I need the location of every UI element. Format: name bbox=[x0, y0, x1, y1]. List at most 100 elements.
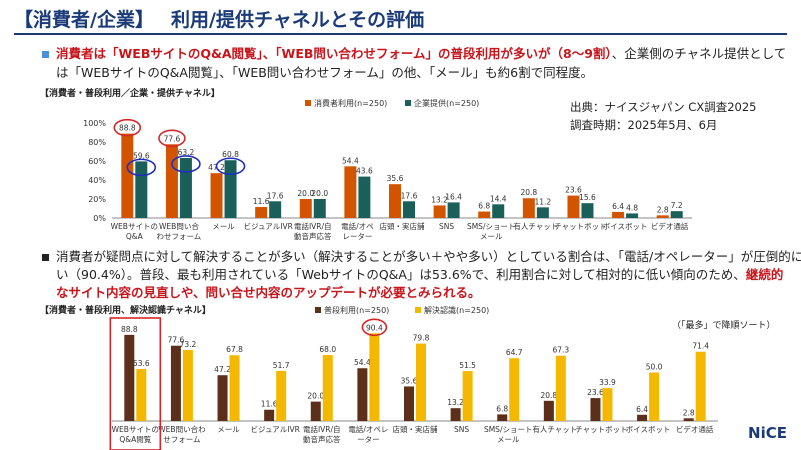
data-label: 71.4 bbox=[692, 342, 709, 351]
x-tick-label: 店頭・実店舗 bbox=[380, 221, 425, 231]
bar bbox=[165, 144, 178, 218]
y-tick-label: 80% bbox=[88, 138, 106, 147]
x-tick-label: せフォーム bbox=[163, 435, 200, 444]
bar bbox=[264, 409, 275, 421]
para2-line2-red: 継続的 bbox=[745, 267, 784, 282]
data-label: 11.6 bbox=[253, 197, 270, 206]
x-tick-label: メール bbox=[480, 232, 503, 241]
para1-tail: 、企業側のチャネル提供として bbox=[611, 46, 787, 61]
bar bbox=[447, 202, 460, 218]
x-tick-label: SNS bbox=[454, 425, 469, 434]
bar bbox=[522, 198, 535, 218]
para2-line2: い（90.4%）。普段、最も利用されている「WebサイトのQ&A」は53.6%で… bbox=[56, 266, 783, 284]
x-tick-label: 電話/オペレ bbox=[348, 424, 388, 434]
data-label: 2.8 bbox=[657, 205, 669, 214]
data-label: 43.6 bbox=[356, 167, 373, 176]
x-tick-label: 動音声応答 bbox=[303, 434, 341, 444]
highlight-circle-blue bbox=[215, 157, 246, 176]
chart1-subtitle: 【消費者・普段利用／企業・提供チャネル】 bbox=[40, 89, 220, 99]
data-label: 88.8 bbox=[119, 124, 136, 133]
source-line1: 出典：ナイスジャパン CX調査2025 bbox=[570, 100, 757, 114]
data-label: 6.8 bbox=[496, 404, 508, 413]
bar bbox=[229, 355, 240, 421]
data-label: 54.4 bbox=[354, 358, 371, 367]
x-tick-label: 電話/オペ bbox=[341, 221, 374, 231]
para1-line2: は「WEBサイトのQ&A閲覧」、「WEB問い合わせフォーム」の他、「メール」も約… bbox=[56, 65, 594, 80]
x-tick-label: ボイスボット bbox=[626, 425, 671, 434]
bullet-2 bbox=[42, 254, 49, 261]
data-label: 63.2 bbox=[178, 148, 195, 157]
data-label: 13.2 bbox=[431, 195, 448, 204]
highlight-circle-blue bbox=[126, 158, 157, 177]
x-tick-label: ビジュアルIVR bbox=[243, 222, 292, 231]
data-label: 64.7 bbox=[506, 348, 523, 357]
bar bbox=[433, 205, 446, 218]
bar bbox=[299, 199, 312, 218]
x-tick-label: WEBサイトの bbox=[112, 425, 159, 434]
bar bbox=[179, 157, 192, 218]
data-label: 59.6 bbox=[133, 151, 150, 160]
bar bbox=[136, 369, 147, 421]
data-label: 20.8 bbox=[520, 188, 537, 197]
y-tick-label: 100% bbox=[83, 119, 106, 128]
bar bbox=[276, 370, 287, 421]
data-label: 11.2 bbox=[534, 197, 551, 206]
data-label: 53.6 bbox=[133, 359, 150, 368]
data-label: 54.4 bbox=[342, 156, 359, 165]
bar bbox=[255, 206, 268, 218]
bar bbox=[555, 355, 566, 421]
bar bbox=[344, 166, 357, 218]
data-label: 35.6 bbox=[401, 376, 418, 385]
bar bbox=[121, 133, 134, 218]
bar bbox=[683, 418, 694, 421]
x-tick-label: ビデオ通話 bbox=[676, 424, 714, 434]
bar bbox=[450, 408, 461, 421]
bar bbox=[637, 414, 648, 421]
data-label: 67.3 bbox=[552, 346, 569, 355]
data-label: 33.9 bbox=[599, 378, 616, 387]
data-label: 68.0 bbox=[319, 345, 336, 354]
x-tick-label: ビデオ通話 bbox=[651, 221, 689, 231]
bar bbox=[182, 349, 193, 421]
data-label: 47.2 bbox=[214, 365, 231, 374]
x-tick-label: SMS/ショート bbox=[467, 222, 516, 231]
x-tick-label: ビジュアルIVR bbox=[250, 425, 299, 434]
bar bbox=[590, 398, 601, 421]
x-tick-label: レーター bbox=[342, 232, 372, 241]
bar bbox=[543, 400, 554, 421]
bar bbox=[269, 201, 282, 218]
data-label: 17.6 bbox=[267, 191, 284, 200]
y-tick-label: 60% bbox=[88, 157, 106, 166]
data-label: 67.8 bbox=[226, 345, 243, 354]
page-title-bracket: 【消費者/企業】 bbox=[14, 9, 154, 31]
bullet-1 bbox=[42, 51, 49, 58]
bar bbox=[602, 388, 613, 421]
bar bbox=[581, 203, 594, 218]
legend-swatch bbox=[305, 100, 311, 106]
legend-label: 企業提供(n=250) bbox=[414, 98, 479, 108]
data-label: 15.6 bbox=[579, 193, 596, 202]
x-tick-label: 動音声応答 bbox=[294, 231, 332, 241]
para2-line2-a: い（90.4%）。普段、最も利用されている「WebサイトのQ&A」は53.6%で… bbox=[56, 267, 746, 282]
x-tick-label: メール bbox=[497, 435, 520, 444]
data-label: 6.4 bbox=[636, 405, 648, 414]
nice-logo: NiCE bbox=[748, 424, 787, 442]
x-tick-label: WEB問い合わ bbox=[158, 424, 205, 434]
legend-label: 消費者利用(n=250) bbox=[314, 98, 387, 108]
x-tick-label: チャットボット bbox=[575, 425, 627, 434]
x-tick-label: 有人チャット bbox=[532, 424, 577, 434]
highlight-circle-red bbox=[361, 318, 388, 337]
data-label: 79.8 bbox=[413, 334, 430, 343]
bar bbox=[403, 201, 415, 218]
x-tick-label: ボイスボット bbox=[603, 222, 648, 231]
bar bbox=[478, 211, 491, 218]
data-label: 13.2 bbox=[447, 398, 464, 407]
data-label: 6.4 bbox=[612, 202, 624, 211]
data-label: 88.8 bbox=[121, 325, 138, 334]
data-label: 20.0 bbox=[311, 189, 328, 198]
source-line2: 調査時期：2025年5月、6月 bbox=[570, 118, 718, 132]
para1-line1: 消費者は「WEBサイトのQ&A閲覧」、「WEB問い合わせフォーム」の普段利用が多… bbox=[56, 45, 786, 63]
data-label: 4.8 bbox=[626, 203, 638, 212]
data-label: 14.4 bbox=[490, 194, 507, 203]
page-title: 利用/提供チャネルとその評価 bbox=[171, 9, 425, 31]
